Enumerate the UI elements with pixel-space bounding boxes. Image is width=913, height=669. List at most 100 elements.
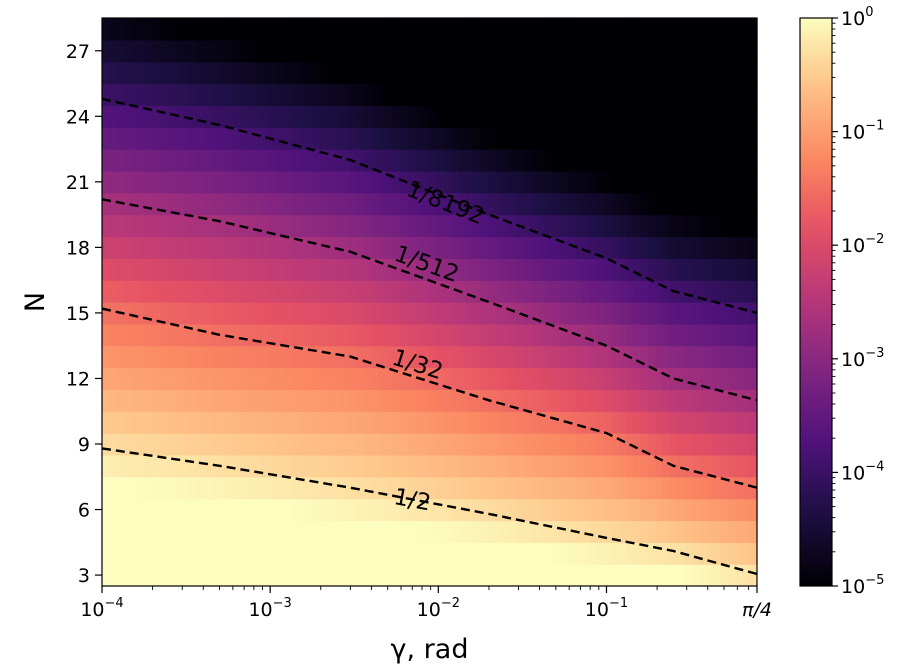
heatmap-cell bbox=[465, 170, 474, 194]
heatmap-cell bbox=[582, 389, 591, 412]
heatmap-cell bbox=[356, 236, 365, 259]
heatmap-cell bbox=[174, 345, 183, 369]
heatmap-cell bbox=[225, 367, 234, 390]
heatmap-cell bbox=[684, 520, 693, 543]
heatmap-cell bbox=[276, 170, 285, 194]
heatmap-cell bbox=[298, 39, 307, 63]
heatmap-cell bbox=[684, 258, 693, 281]
heatmap-cell bbox=[567, 258, 576, 281]
heatmap-cell bbox=[131, 520, 139, 543]
heatmap-cell bbox=[349, 105, 358, 128]
heatmap-cell bbox=[356, 105, 365, 128]
heatmap-cell bbox=[633, 498, 642, 522]
heatmap-cell bbox=[662, 18, 671, 41]
heatmap-cell bbox=[480, 454, 489, 478]
heatmap-cell bbox=[174, 520, 183, 543]
heatmap-cell bbox=[102, 454, 110, 478]
heatmap-cell bbox=[320, 192, 329, 216]
heatmap-cell bbox=[138, 61, 147, 85]
heatmap-cell bbox=[407, 564, 416, 587]
heatmap-cell bbox=[233, 454, 241, 478]
heatmap-cell bbox=[538, 18, 547, 41]
heatmap-cell bbox=[138, 542, 147, 565]
heatmap-cell bbox=[276, 454, 285, 478]
heatmap-cell bbox=[589, 149, 598, 172]
heatmap-cell bbox=[422, 83, 431, 106]
heatmap-cell bbox=[567, 302, 576, 325]
heatmap-cell bbox=[422, 345, 431, 369]
heatmap-cell bbox=[582, 542, 591, 565]
heatmap-cell bbox=[269, 302, 278, 325]
heatmap-cell bbox=[647, 345, 656, 369]
heatmap-cell bbox=[102, 411, 110, 434]
heatmap-cell bbox=[713, 367, 722, 390]
heatmap-cell bbox=[545, 542, 554, 565]
heatmap-cell bbox=[225, 498, 234, 522]
heatmap-cell bbox=[189, 433, 198, 456]
heatmap-cell bbox=[611, 476, 620, 500]
heatmap-cell bbox=[349, 454, 358, 478]
heatmap-cell bbox=[182, 170, 190, 194]
heatmap-cell bbox=[385, 18, 394, 41]
heatmap-cell bbox=[691, 170, 700, 194]
heatmap-cell bbox=[182, 258, 190, 281]
heatmap-cell bbox=[349, 39, 358, 63]
heatmap-cell bbox=[684, 389, 693, 412]
heatmap-cell bbox=[298, 170, 307, 194]
contour-line bbox=[101, 447, 758, 576]
heatmap-cell bbox=[102, 105, 110, 128]
heatmap-cell bbox=[647, 323, 656, 347]
heatmap-cell bbox=[291, 236, 300, 259]
heatmap-cell bbox=[487, 454, 496, 478]
heatmap-cell bbox=[691, 149, 700, 172]
heatmap-cell bbox=[698, 433, 707, 456]
heatmap-cell bbox=[640, 302, 649, 325]
heatmap-cell bbox=[247, 389, 256, 412]
heatmap-cell bbox=[516, 367, 525, 390]
heatmap-cell bbox=[393, 345, 401, 369]
heatmap-cell bbox=[349, 411, 358, 434]
heatmap-cell bbox=[320, 520, 329, 543]
heatmap-cell bbox=[458, 542, 467, 565]
heatmap-cell bbox=[196, 498, 205, 522]
heatmap-cell bbox=[247, 280, 256, 303]
heatmap-cell bbox=[269, 214, 278, 238]
heatmap-cell bbox=[152, 214, 161, 238]
heatmap-cell bbox=[385, 520, 394, 543]
heatmap-cell bbox=[131, 18, 139, 41]
heatmap-cell bbox=[393, 542, 401, 565]
heatmap-cell bbox=[495, 83, 503, 106]
heatmap-cell bbox=[174, 389, 183, 412]
heatmap-cell bbox=[553, 170, 562, 194]
heatmap-cell bbox=[706, 302, 714, 325]
heatmap-cell bbox=[444, 39, 452, 63]
heatmap-cell bbox=[385, 280, 394, 303]
heatmap-cell bbox=[611, 18, 620, 41]
heatmap-cell bbox=[451, 61, 460, 85]
heatmap-cell bbox=[611, 345, 620, 369]
heatmap-cell bbox=[706, 476, 714, 500]
heatmap-cell bbox=[152, 564, 161, 587]
heatmap-cell bbox=[575, 39, 583, 63]
heatmap-cell bbox=[436, 498, 445, 522]
heatmap-cell bbox=[371, 564, 380, 587]
heatmap-cell bbox=[560, 323, 569, 347]
heatmap-cell bbox=[560, 433, 569, 456]
heatmap-cell bbox=[626, 280, 634, 303]
heatmap-cell bbox=[378, 345, 387, 369]
heatmap-cell bbox=[647, 236, 656, 259]
heatmap-cell bbox=[254, 411, 263, 434]
heatmap-cell bbox=[684, 127, 693, 150]
heatmap-cell bbox=[276, 236, 285, 259]
heatmap-cell bbox=[596, 302, 605, 325]
heatmap-cell bbox=[211, 367, 220, 390]
heatmap-cell bbox=[349, 389, 358, 412]
heatmap-cell bbox=[706, 61, 714, 85]
heatmap-cell bbox=[356, 170, 365, 194]
heatmap-cell bbox=[596, 454, 605, 478]
heatmap-cell bbox=[458, 454, 467, 478]
heatmap-cell bbox=[102, 18, 110, 41]
heatmap-cell bbox=[320, 367, 329, 390]
heatmap-cell bbox=[109, 498, 118, 522]
heatmap-cell bbox=[269, 258, 278, 281]
